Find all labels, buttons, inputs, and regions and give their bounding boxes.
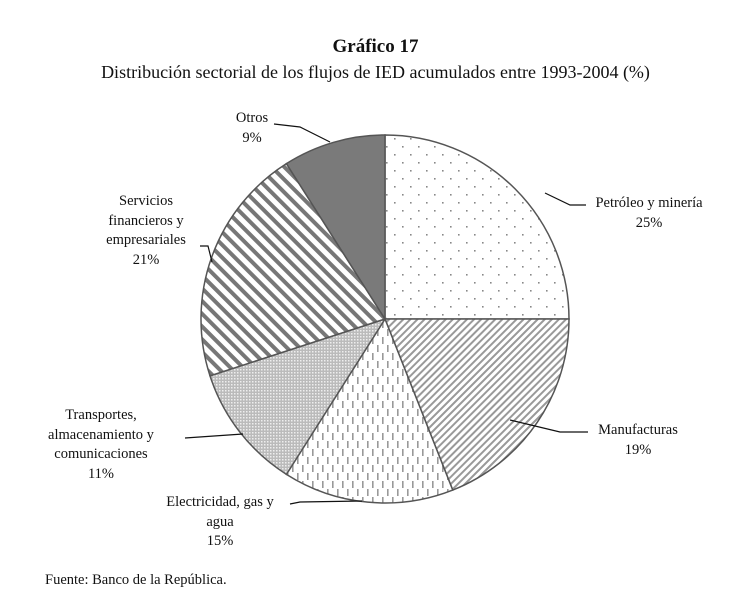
pie-slice-5 [285, 134, 386, 322]
label-electricidad: Electricidad, gas y agua 15% [152, 493, 288, 552]
label-transportes: Transportes, almacenamiento y comunicaci… [36, 406, 166, 484]
pie-slice-0 [384, 134, 570, 320]
leader-line-manufacturas [509, 419, 588, 433]
slice-label: Otros [235, 110, 269, 126]
slice-label: Transportes, [65, 407, 137, 423]
leader-lines [184, 123, 588, 505]
slice-label: Servicios [119, 193, 173, 209]
slice-label: Manufacturas [598, 422, 678, 438]
leader-line-servicios [200, 245, 213, 263]
slice-value: 21% [132, 251, 160, 268]
chart-title: Gráfico 17 [332, 36, 419, 57]
slice-label: agua [206, 513, 234, 530]
slice-value: 19% [624, 441, 652, 458]
slice-label: Petróleo y minería [595, 195, 703, 211]
pie-slice-4 [200, 162, 387, 377]
leader-line-electricidad [289, 500, 363, 505]
slice-value: 9% [242, 129, 262, 146]
chart-subtitle: Distribución sectorial de los flujos de … [101, 62, 650, 82]
slice-label: almacenamiento y [48, 426, 154, 443]
label-petroleo: Petróleo y minería 25% [584, 194, 714, 233]
slice-value: 15% [206, 533, 234, 549]
leader-line-petroleo [544, 192, 586, 206]
label-manufacturas: Manufacturas 19% [586, 421, 690, 460]
pie-slice-3 [209, 317, 387, 476]
leader-line-otros [273, 123, 331, 143]
pie-slice-2 [285, 317, 454, 504]
leader-line-transportes [184, 433, 244, 439]
pie-slice-1 [383, 318, 570, 492]
slice-label: comunicaciones [54, 446, 148, 462]
label-otros: Otros 9% [222, 109, 282, 148]
slice-label: financieros y [108, 212, 184, 229]
slice-value: 11% [87, 465, 115, 482]
source-note: Fuente: Banco de la República. [45, 572, 227, 588]
slice-label: empresariales [106, 232, 186, 248]
slice-value: 25% [635, 214, 663, 231]
label-servicios: Servicios financieros y empresariales 21… [86, 192, 206, 270]
slice-label: Electricidad, gas y [166, 494, 274, 510]
